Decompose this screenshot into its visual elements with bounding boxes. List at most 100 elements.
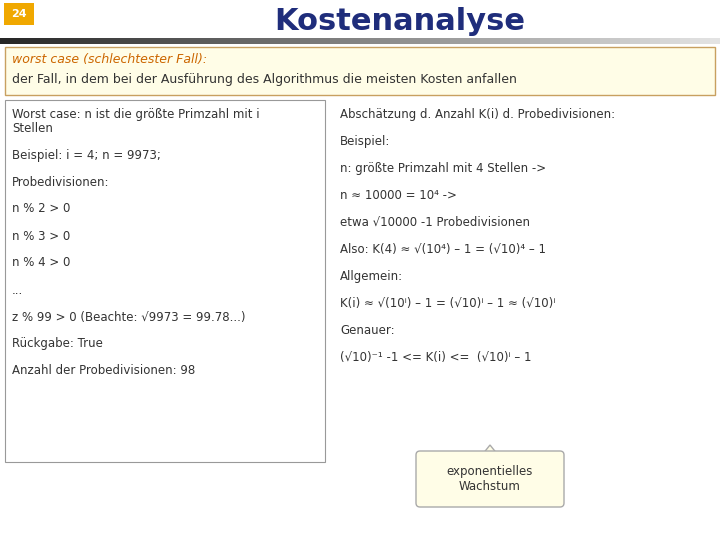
FancyBboxPatch shape	[700, 38, 710, 44]
Text: Beispiel: i = 4; n = 9973;: Beispiel: i = 4; n = 9973;	[12, 148, 161, 161]
FancyBboxPatch shape	[110, 38, 120, 44]
FancyBboxPatch shape	[570, 38, 580, 44]
FancyBboxPatch shape	[140, 38, 150, 44]
FancyBboxPatch shape	[580, 38, 590, 44]
Text: Allgemein:: Allgemein:	[340, 270, 403, 283]
FancyBboxPatch shape	[210, 38, 220, 44]
Text: n: größte Primzahl mit 4 Stellen ->: n: größte Primzahl mit 4 Stellen ->	[340, 162, 546, 175]
FancyBboxPatch shape	[280, 38, 290, 44]
FancyBboxPatch shape	[150, 38, 160, 44]
FancyBboxPatch shape	[190, 38, 200, 44]
FancyBboxPatch shape	[60, 38, 70, 44]
FancyBboxPatch shape	[400, 38, 410, 44]
FancyBboxPatch shape	[610, 38, 620, 44]
FancyBboxPatch shape	[200, 38, 210, 44]
Text: Beispiel:: Beispiel:	[340, 135, 390, 148]
Text: K(i) ≈ √(10ⁱ) – 1 = (√10)ⁱ – 1 ≈ (√10)ⁱ: K(i) ≈ √(10ⁱ) – 1 = (√10)ⁱ – 1 ≈ (√10)ⁱ	[340, 297, 555, 310]
Polygon shape	[482, 445, 498, 455]
FancyBboxPatch shape	[500, 38, 510, 44]
Text: Probedivisionen:: Probedivisionen:	[12, 176, 109, 188]
FancyBboxPatch shape	[240, 38, 250, 44]
FancyBboxPatch shape	[650, 38, 660, 44]
FancyBboxPatch shape	[330, 38, 340, 44]
Text: Kostenanalyse: Kostenanalyse	[274, 8, 526, 37]
FancyBboxPatch shape	[40, 38, 50, 44]
FancyBboxPatch shape	[70, 38, 80, 44]
FancyBboxPatch shape	[80, 38, 90, 44]
FancyBboxPatch shape	[340, 38, 350, 44]
Text: n % 2 > 0: n % 2 > 0	[12, 202, 71, 215]
FancyBboxPatch shape	[482, 455, 498, 458]
FancyBboxPatch shape	[590, 38, 600, 44]
FancyBboxPatch shape	[600, 38, 610, 44]
Text: (√10)⁻¹ -1 <= K(i) <=  (√10)ⁱ – 1: (√10)⁻¹ -1 <= K(i) <= (√10)ⁱ – 1	[340, 351, 531, 364]
FancyBboxPatch shape	[470, 38, 480, 44]
Text: Rückgabe: True: Rückgabe: True	[12, 338, 103, 350]
FancyBboxPatch shape	[270, 38, 280, 44]
Text: Genauer:: Genauer:	[340, 324, 395, 337]
FancyBboxPatch shape	[710, 38, 720, 44]
FancyBboxPatch shape	[410, 38, 420, 44]
FancyBboxPatch shape	[160, 38, 170, 44]
FancyBboxPatch shape	[480, 38, 490, 44]
Text: 24: 24	[12, 9, 27, 19]
Text: etwa √10000 -1 Probedivisionen: etwa √10000 -1 Probedivisionen	[340, 216, 530, 229]
FancyBboxPatch shape	[250, 38, 260, 44]
Text: n % 4 > 0: n % 4 > 0	[12, 256, 71, 269]
FancyBboxPatch shape	[530, 38, 540, 44]
FancyBboxPatch shape	[420, 38, 430, 44]
FancyBboxPatch shape	[490, 38, 500, 44]
FancyBboxPatch shape	[620, 38, 630, 44]
FancyBboxPatch shape	[540, 38, 550, 44]
FancyBboxPatch shape	[10, 38, 20, 44]
FancyBboxPatch shape	[360, 38, 370, 44]
FancyBboxPatch shape	[430, 38, 440, 44]
Text: exponentielles
Wachstum: exponentielles Wachstum	[447, 465, 534, 493]
FancyBboxPatch shape	[290, 38, 300, 44]
FancyBboxPatch shape	[30, 38, 40, 44]
FancyBboxPatch shape	[670, 38, 680, 44]
Text: ...: ...	[12, 284, 23, 296]
Text: n % 3 > 0: n % 3 > 0	[12, 230, 71, 242]
Text: Stellen: Stellen	[12, 122, 53, 134]
FancyBboxPatch shape	[120, 38, 130, 44]
Text: Abschätzung d. Anzahl K(i) d. Probedivisionen:: Abschätzung d. Anzahl K(i) d. Probedivis…	[340, 108, 615, 121]
FancyBboxPatch shape	[690, 38, 700, 44]
FancyBboxPatch shape	[630, 38, 640, 44]
Text: Also: K(4) ≈ √(10⁴) – 1 = (√10)⁴ – 1: Also: K(4) ≈ √(10⁴) – 1 = (√10)⁴ – 1	[340, 243, 546, 256]
FancyBboxPatch shape	[260, 38, 270, 44]
Text: n ≈ 10000 = 10⁴ ->: n ≈ 10000 = 10⁴ ->	[340, 189, 457, 202]
Text: Worst case: n ist die größte Primzahl mit i: Worst case: n ist die größte Primzahl mi…	[12, 108, 260, 121]
FancyBboxPatch shape	[520, 38, 530, 44]
FancyBboxPatch shape	[440, 38, 450, 44]
FancyBboxPatch shape	[660, 38, 670, 44]
FancyBboxPatch shape	[370, 38, 380, 44]
FancyBboxPatch shape	[450, 38, 460, 44]
FancyBboxPatch shape	[5, 100, 325, 462]
FancyBboxPatch shape	[320, 38, 330, 44]
FancyBboxPatch shape	[4, 3, 34, 25]
FancyBboxPatch shape	[100, 38, 110, 44]
FancyBboxPatch shape	[390, 38, 400, 44]
FancyBboxPatch shape	[0, 38, 10, 44]
FancyBboxPatch shape	[300, 38, 310, 44]
FancyBboxPatch shape	[180, 38, 190, 44]
FancyBboxPatch shape	[350, 38, 360, 44]
FancyBboxPatch shape	[680, 38, 690, 44]
FancyBboxPatch shape	[170, 38, 180, 44]
FancyBboxPatch shape	[90, 38, 100, 44]
FancyBboxPatch shape	[5, 47, 715, 95]
FancyBboxPatch shape	[380, 38, 390, 44]
FancyBboxPatch shape	[230, 38, 240, 44]
Text: Anzahl der Probedivisionen: 98: Anzahl der Probedivisionen: 98	[12, 364, 195, 377]
FancyBboxPatch shape	[640, 38, 650, 44]
FancyBboxPatch shape	[20, 38, 30, 44]
FancyBboxPatch shape	[510, 38, 520, 44]
FancyBboxPatch shape	[220, 38, 230, 44]
FancyBboxPatch shape	[50, 38, 60, 44]
FancyBboxPatch shape	[310, 38, 320, 44]
Text: worst case (schlechtester Fall):: worst case (schlechtester Fall):	[12, 52, 207, 65]
Text: z % 99 > 0 (Beachte: √9973 = 99.78...): z % 99 > 0 (Beachte: √9973 = 99.78...)	[12, 310, 246, 323]
FancyBboxPatch shape	[460, 38, 470, 44]
FancyBboxPatch shape	[550, 38, 560, 44]
